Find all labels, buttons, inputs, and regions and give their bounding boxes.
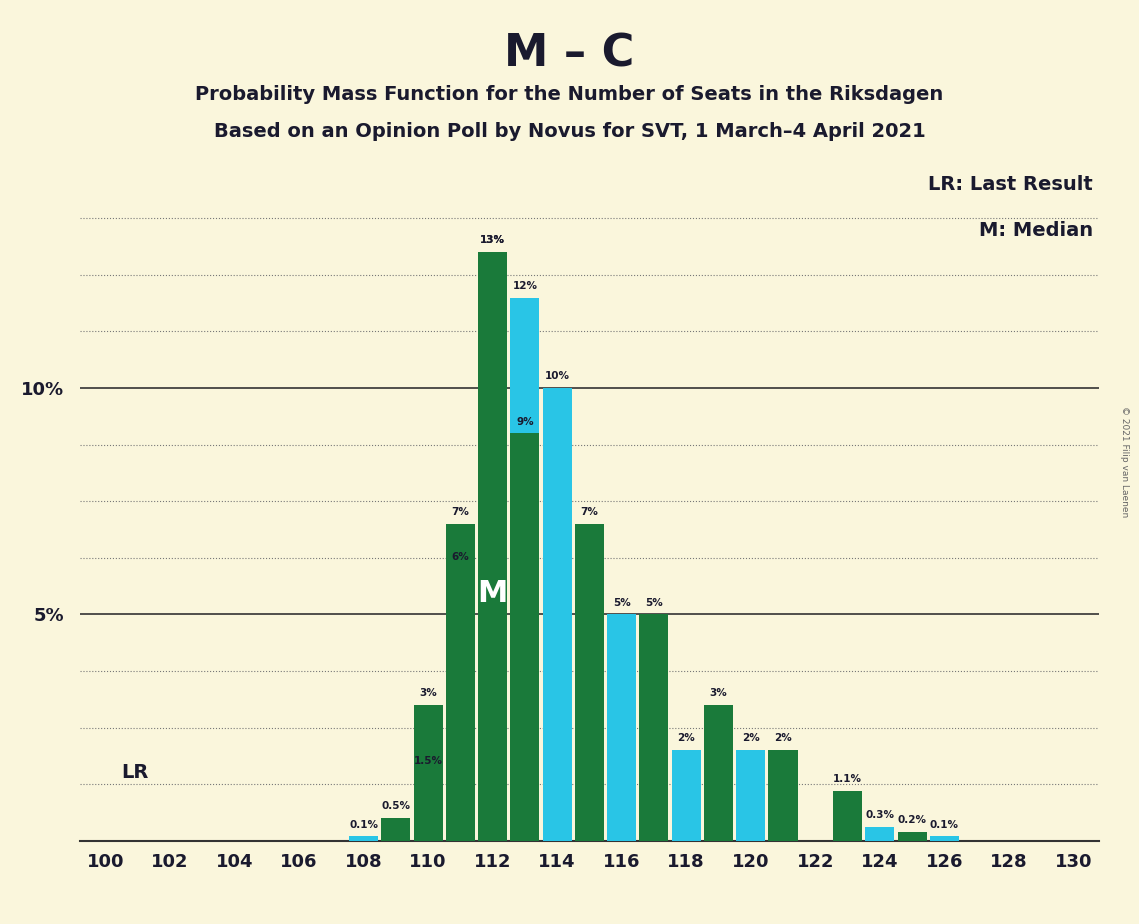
Text: 0.1%: 0.1% xyxy=(929,820,959,830)
Text: © 2021 Filip van Laenen: © 2021 Filip van Laenen xyxy=(1120,407,1129,517)
Text: 0.3%: 0.3% xyxy=(866,810,894,821)
Bar xyxy=(833,791,862,841)
Bar xyxy=(413,772,443,841)
Bar xyxy=(898,832,926,841)
Text: 3%: 3% xyxy=(710,688,728,699)
Text: M: Median: M: Median xyxy=(978,221,1092,239)
Text: 7%: 7% xyxy=(451,507,469,517)
Text: 1.5%: 1.5% xyxy=(413,756,443,766)
Text: 5%: 5% xyxy=(645,598,663,608)
Text: 0.5%: 0.5% xyxy=(382,801,410,811)
Bar xyxy=(510,298,540,841)
Text: M: M xyxy=(477,579,508,608)
Bar xyxy=(929,836,959,841)
Bar xyxy=(349,836,378,841)
Bar xyxy=(639,614,669,841)
Bar xyxy=(445,569,475,841)
Text: 13%: 13% xyxy=(481,236,506,246)
Bar xyxy=(478,252,507,841)
Text: 2%: 2% xyxy=(741,734,760,744)
Text: LR: LR xyxy=(122,763,149,782)
Text: 9%: 9% xyxy=(516,417,534,427)
Text: 0.1%: 0.1% xyxy=(350,820,378,830)
Bar xyxy=(866,827,894,841)
Text: 6%: 6% xyxy=(451,553,469,563)
Bar xyxy=(478,252,507,841)
Text: 0.2%: 0.2% xyxy=(898,815,926,825)
Bar xyxy=(672,750,700,841)
Text: 12%: 12% xyxy=(513,281,538,291)
Bar xyxy=(704,705,734,841)
Bar xyxy=(736,750,765,841)
Text: 2%: 2% xyxy=(775,734,792,744)
Bar xyxy=(445,524,475,841)
Bar xyxy=(382,819,410,841)
Text: 2%: 2% xyxy=(678,734,695,744)
Bar xyxy=(769,750,797,841)
Text: LR: Last Result: LR: Last Result xyxy=(928,176,1092,194)
Text: Probability Mass Function for the Number of Seats in the Riksdagen: Probability Mass Function for the Number… xyxy=(196,85,943,104)
Text: 10%: 10% xyxy=(544,371,570,382)
Text: 1.1%: 1.1% xyxy=(833,774,862,784)
Bar xyxy=(542,388,572,841)
Bar xyxy=(413,705,443,841)
Text: 7%: 7% xyxy=(581,507,598,517)
Text: Based on an Opinion Poll by Novus for SVT, 1 March–4 April 2021: Based on an Opinion Poll by Novus for SV… xyxy=(214,122,925,141)
Text: 13%: 13% xyxy=(481,236,506,246)
Bar xyxy=(510,433,540,841)
Text: 5%: 5% xyxy=(613,598,631,608)
Bar xyxy=(607,614,637,841)
Text: M – C: M – C xyxy=(505,32,634,76)
Bar xyxy=(575,524,604,841)
Text: 3%: 3% xyxy=(419,688,437,699)
